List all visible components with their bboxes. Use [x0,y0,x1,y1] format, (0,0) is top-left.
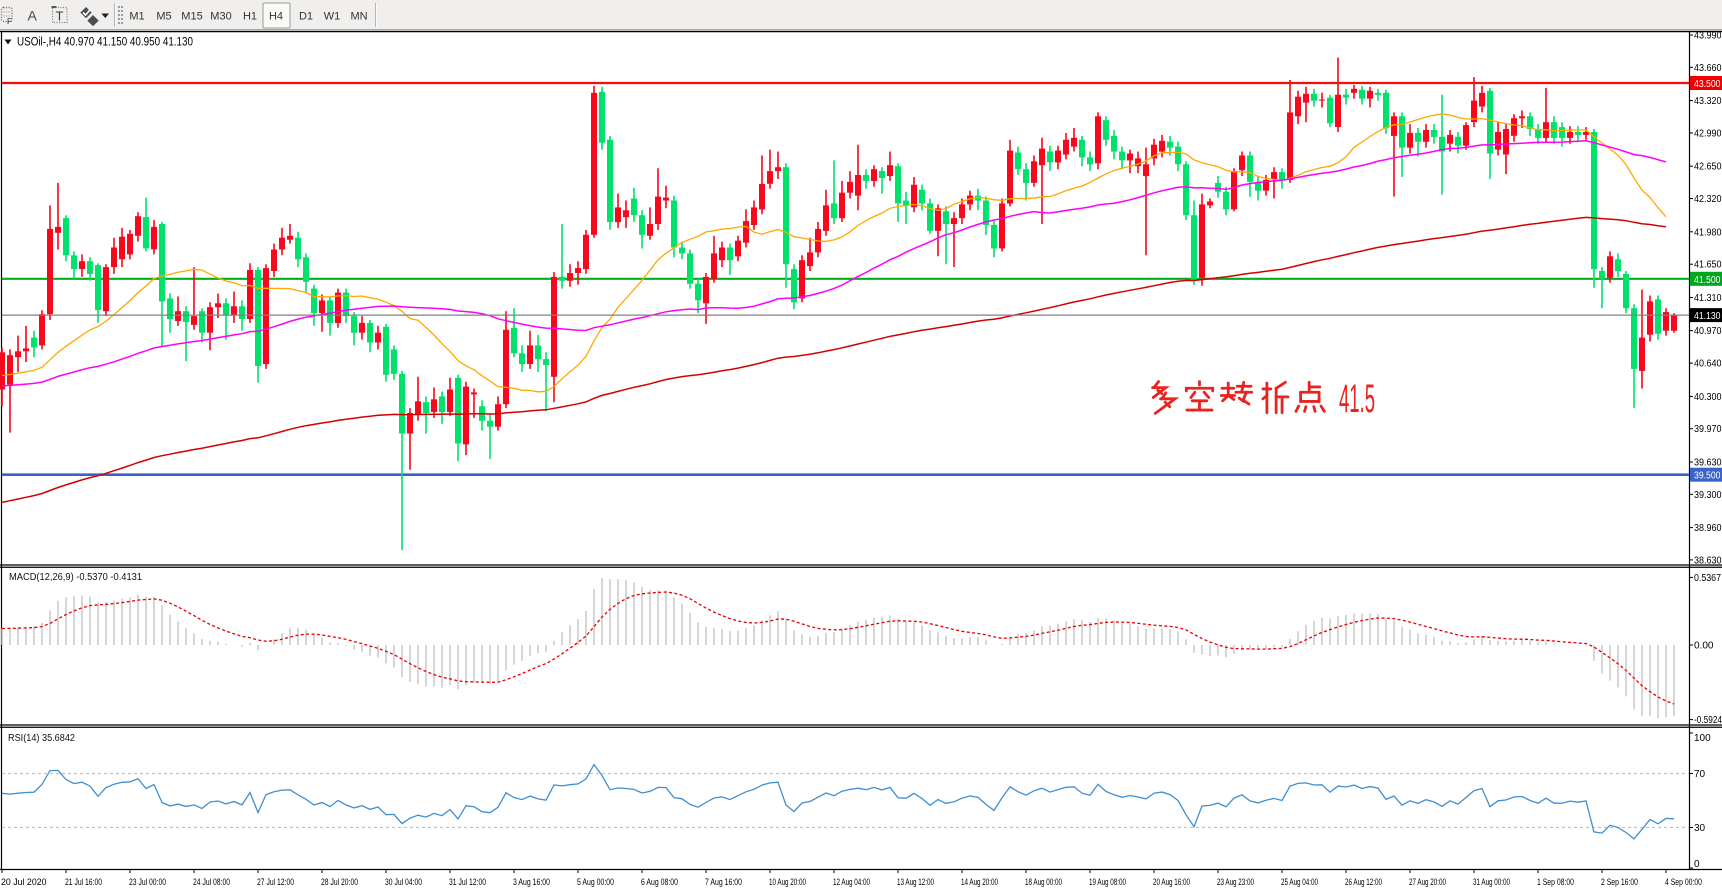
svg-text:-0.5924: -0.5924 [1694,715,1722,726]
svg-text:H1: H1 [243,11,257,23]
svg-text:F: F [7,17,12,26]
svg-text:25 Aug 04:00: 25 Aug 04:00 [1281,877,1318,888]
svg-text:0: 0 [1694,859,1700,870]
svg-text:41.130: 41.130 [1694,311,1721,322]
svg-text:100: 100 [1694,733,1711,744]
svg-text:1 Sep 08:00: 1 Sep 08:00 [1537,877,1574,888]
svg-text:M15: M15 [181,11,202,23]
svg-text:43.320: 43.320 [1694,96,1722,107]
svg-text:38.960: 38.960 [1694,523,1722,534]
svg-text:39.500: 39.500 [1694,471,1721,482]
svg-text:39.300: 39.300 [1694,490,1722,501]
svg-text:0.5367: 0.5367 [1694,573,1721,584]
svg-text:6 Aug 08:00: 6 Aug 08:00 [641,877,678,888]
svg-text:2 Sep 16:00: 2 Sep 16:00 [1601,877,1638,888]
svg-text:D1: D1 [299,11,313,23]
svg-text:30 Jul 04:00: 30 Jul 04:00 [385,877,422,888]
svg-text:12 Aug 04:00: 12 Aug 04:00 [833,877,870,888]
svg-text:41.500: 41.500 [1694,275,1721,286]
svg-text:A: A [28,8,38,24]
svg-text:43.990: 43.990 [1694,31,1722,42]
svg-text:18 Aug 00:00: 18 Aug 00:00 [1025,877,1062,888]
svg-text:14 Aug 20:00: 14 Aug 20:00 [961,877,998,888]
svg-text:4 Sep 00:00: 4 Sep 00:00 [1665,877,1702,888]
svg-text:26 Aug 12:00: 26 Aug 12:00 [1345,877,1382,888]
svg-text:7 Aug 16:00: 7 Aug 16:00 [705,877,742,888]
svg-text:MN: MN [350,11,367,23]
svg-text:40.970: 40.970 [1694,326,1722,337]
svg-text:42.650: 42.650 [1694,162,1722,173]
svg-text:43.500: 43.500 [1694,79,1721,90]
svg-text:20 Aug 16:00: 20 Aug 16:00 [1153,877,1190,888]
svg-text:5 Aug 00:00: 5 Aug 00:00 [577,877,614,888]
svg-text:MACD(12,26,9) -0.5370 -0.4131: MACD(12,26,9) -0.5370 -0.4131 [9,572,142,583]
svg-text:41.650: 41.650 [1694,260,1722,271]
svg-text:19 Aug 08:00: 19 Aug 08:00 [1089,877,1126,888]
svg-text:39.630: 39.630 [1694,458,1722,469]
svg-text:31 Jul 12:00: 31 Jul 12:00 [449,877,486,888]
svg-text:M5: M5 [156,11,171,23]
svg-text:39.970: 39.970 [1694,424,1722,435]
svg-text:3 Aug 16:00: 3 Aug 16:00 [513,877,550,888]
svg-text:USOil-,H4 40.970 41.150 40.95: USOil-,H4 40.970 41.150 40.950 41.130 [17,37,193,49]
svg-text:23 Aug 23:00: 23 Aug 23:00 [1217,877,1254,888]
svg-text:43.660: 43.660 [1694,63,1722,74]
svg-text:30: 30 [1694,823,1706,834]
svg-text:40.300: 40.300 [1694,392,1722,403]
svg-text:24 Jul 08:00: 24 Jul 08:00 [193,877,230,888]
svg-text:41.5: 41.5 [1339,377,1375,421]
svg-text:23 Jul 00:00: 23 Jul 00:00 [129,877,166,888]
svg-text:W1: W1 [324,11,341,23]
svg-text:40.640: 40.640 [1694,359,1722,370]
svg-text:M30: M30 [210,11,231,23]
svg-text:21 Jul 16:00: 21 Jul 16:00 [65,877,102,888]
svg-text:13 Aug 12:00: 13 Aug 12:00 [897,877,934,888]
svg-text:H4: H4 [269,11,283,23]
svg-text:41.980: 41.980 [1694,227,1722,238]
svg-text:20 Jul 2020: 20 Jul 2020 [1,877,47,888]
svg-text:0.00: 0.00 [1694,641,1714,652]
svg-text:M1: M1 [129,11,144,23]
svg-text:27 Jul 12:00: 27 Jul 12:00 [257,877,294,888]
svg-text:28 Jul 20:00: 28 Jul 20:00 [321,877,358,888]
svg-text:42.990: 42.990 [1694,128,1722,139]
svg-text:41.310: 41.310 [1694,293,1722,304]
svg-text:10 Aug 20:00: 10 Aug 20:00 [769,877,806,888]
svg-text:RSI(14) 35.6842: RSI(14) 35.6842 [8,733,75,744]
svg-text:38.630: 38.630 [1694,555,1722,566]
svg-text:27 Aug 20:00: 27 Aug 20:00 [1409,877,1446,888]
svg-text:31 Aug 00:00: 31 Aug 00:00 [1473,877,1510,888]
svg-text:70: 70 [1694,769,1706,780]
svg-text:42.320: 42.320 [1694,194,1722,205]
svg-text:T: T [56,9,64,24]
